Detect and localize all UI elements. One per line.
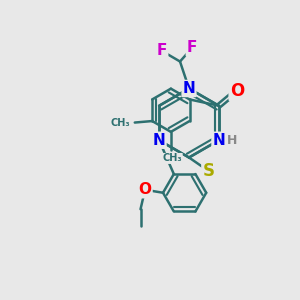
Text: N: N [153, 133, 166, 148]
Text: O: O [230, 82, 244, 100]
Text: H: H [227, 134, 238, 147]
Text: CH₃: CH₃ [111, 118, 130, 128]
Text: S: S [202, 162, 214, 180]
Text: F: F [187, 40, 197, 56]
Text: O: O [139, 182, 152, 197]
Text: N: N [212, 133, 225, 148]
Text: CH₃: CH₃ [163, 153, 182, 164]
Text: N: N [183, 81, 195, 96]
Text: F: F [157, 44, 167, 59]
